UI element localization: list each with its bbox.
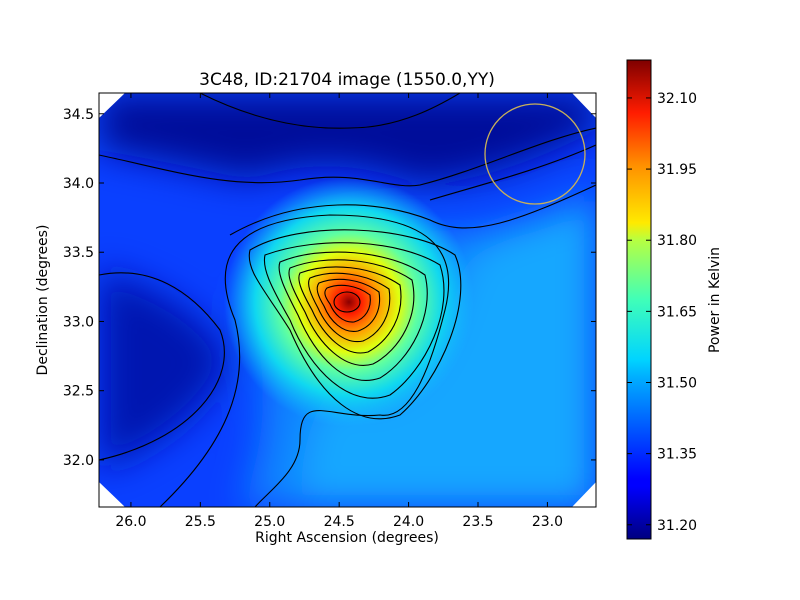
contour-line xyxy=(278,251,428,381)
contour-line xyxy=(316,278,381,332)
y-tick-label: 34.0 xyxy=(63,176,94,192)
y-tick-label: 34.5 xyxy=(63,107,94,123)
contour-line xyxy=(229,184,596,236)
colorbar: 31.20 31.35 31.50 31.65 31.80 31.95 32.10 Powe… xyxy=(626,59,723,540)
chart-title: 3C48, ID:21704 image (1550.0,YY) xyxy=(199,70,495,90)
contour-line xyxy=(333,291,361,313)
y-axis-title: Declination (degrees) xyxy=(35,225,51,376)
beam-circle xyxy=(484,103,586,205)
y-tick-label: 33.5 xyxy=(63,245,94,261)
y-tick-label: 32.0 xyxy=(63,453,94,469)
x-tick-label: 24.5 xyxy=(324,514,355,530)
colorbar-tick-label: 31.80 xyxy=(657,233,697,249)
x-tick-label: 23.0 xyxy=(532,514,563,530)
contour-lines xyxy=(99,93,596,507)
colorbar-gradient xyxy=(626,59,652,540)
contour-line xyxy=(99,127,596,187)
colorbar-tick-label: 31.20 xyxy=(657,518,697,534)
contour-line xyxy=(429,144,596,201)
contour-line xyxy=(324,284,371,323)
colorbar-tick-label: 31.95 xyxy=(657,162,697,178)
colorbar-tick-label: 31.65 xyxy=(657,304,697,320)
y-tick-label: 32.5 xyxy=(63,384,94,400)
x-tick-label: 26.0 xyxy=(115,514,146,530)
contour-line xyxy=(99,272,225,461)
contour-line xyxy=(298,266,402,354)
x-axis: 26.0 25.5 25.0 24.5 24.0 23.5 23.0 xyxy=(115,93,563,530)
colorbar-tick-label: 31.50 xyxy=(657,375,697,391)
contour-line xyxy=(263,242,445,399)
heatmap-image xyxy=(99,93,596,507)
contour-line xyxy=(248,229,462,420)
contour-line xyxy=(199,93,461,129)
x-tick-label: 25.0 xyxy=(254,514,285,530)
x-axis-title: Right Ascension (degrees) xyxy=(255,530,439,546)
colorbar-ticks: 31.20 31.35 31.50 31.65 31.80 31.95 32.10 xyxy=(627,91,697,534)
contour-line xyxy=(308,272,391,343)
x-tick-label: 24.0 xyxy=(393,514,424,530)
contour-line xyxy=(159,214,450,507)
x-tick-label: 23.5 xyxy=(462,514,493,530)
y-tick-label: 33.0 xyxy=(63,314,94,330)
x-tick-label: 25.5 xyxy=(185,514,216,530)
colorbar-label: Power in Kelvin xyxy=(707,247,723,353)
colorbar-tick-label: 31.35 xyxy=(657,447,697,463)
plot-frame xyxy=(98,92,597,508)
y-axis: 32.0 32.5 33.0 33.5 34.0 34.5 xyxy=(63,107,596,469)
contour-line xyxy=(288,259,415,366)
colorbar-tick-label: 32.10 xyxy=(657,91,697,107)
